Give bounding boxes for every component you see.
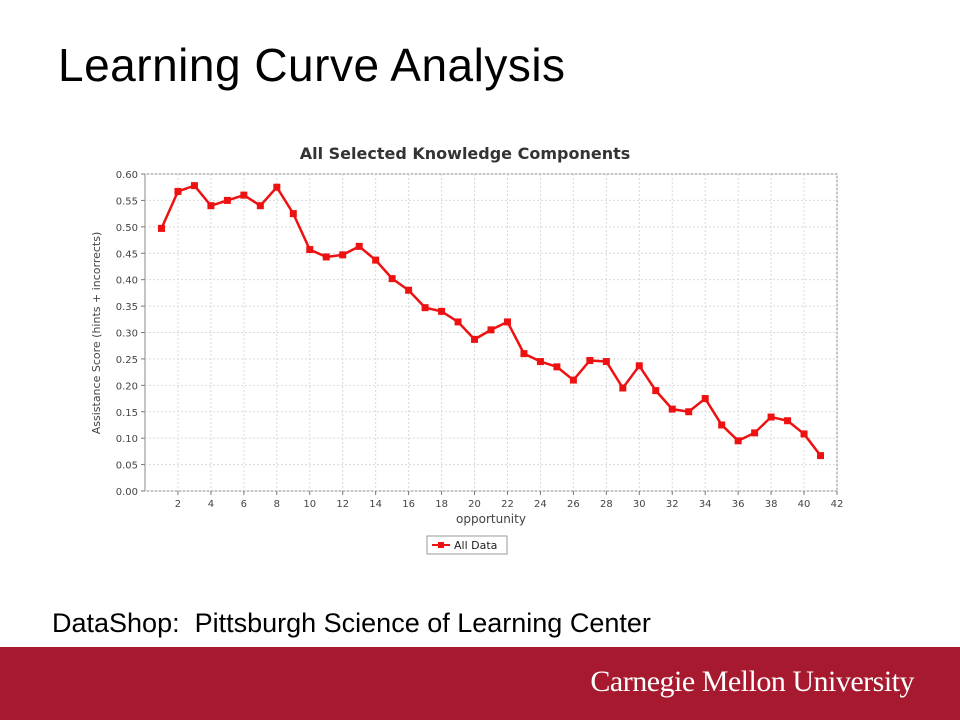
y-tick-label: 0.45 (116, 249, 138, 260)
x-tick-label: 6 (241, 499, 247, 510)
y-tick-label: 0.35 (116, 302, 138, 313)
data-point (718, 421, 726, 429)
x-tick-label: 10 (303, 499, 316, 510)
data-point (388, 275, 396, 283)
x-tick-label: 32 (666, 499, 679, 510)
legend-box (426, 535, 508, 555)
series-layer (157, 182, 825, 460)
chart-title: All Selected Knowledge Components (300, 144, 631, 163)
x-tick-label: 28 (600, 499, 613, 510)
data-point (751, 429, 759, 437)
slide-title: Learning Curve Analysis (58, 39, 566, 91)
x-tick-label: 34 (699, 499, 712, 510)
x-tick-label: 2 (175, 499, 181, 510)
axis-layer: 0.00 0.05 0.10 0.15 0.20 0.25 0.30 0.35 0.40 0.45… (116, 170, 844, 510)
x-tick-label: 16 (402, 499, 415, 510)
data-point (586, 357, 594, 365)
brand-wordmark: Carnegie Mellon University (590, 665, 914, 698)
data-point (471, 335, 479, 343)
x-tick-label: 26 (567, 499, 580, 510)
y-tick-label: 0.20 (116, 381, 138, 392)
data-point (520, 350, 528, 358)
x-tick-label: 18 (435, 499, 448, 510)
data-point (619, 384, 627, 392)
data-point (157, 224, 165, 232)
data-point (553, 363, 561, 371)
x-tick-label: 30 (633, 499, 646, 510)
legend: All Data (426, 535, 508, 555)
data-point (652, 387, 660, 395)
x-tick-label: 38 (765, 499, 778, 510)
x-tick-label: 42 (831, 499, 844, 510)
data-point (207, 202, 215, 210)
data-point (817, 452, 825, 460)
data-point (701, 395, 709, 403)
y-tick-label: 0.15 (116, 408, 138, 419)
x-tick-label: 4 (208, 499, 214, 510)
data-point (405, 286, 413, 294)
y-tick-label: 0.60 (116, 170, 138, 181)
y-tick-label: 0.50 (116, 223, 138, 234)
data-point (685, 408, 693, 416)
x-tick-label: 8 (274, 499, 280, 510)
y-axis-label: Assistance Score (hints + incorrects) (90, 232, 103, 435)
data-point (800, 430, 808, 438)
footer-bar: Carnegie Mellon University (0, 647, 960, 720)
legend-label: All Data (454, 539, 497, 552)
legend-swatch-marker (438, 542, 444, 548)
data-point (569, 376, 577, 384)
data-point (372, 256, 380, 264)
data-point (454, 318, 462, 326)
data-point (306, 246, 314, 254)
data-point (438, 307, 446, 315)
data-point (190, 182, 198, 190)
x-tick-label: 14 (369, 499, 382, 510)
x-tick-label: 22 (501, 499, 514, 510)
y-tick-label: 0.10 (116, 434, 138, 445)
data-point (784, 417, 792, 425)
y-tick-label: 0.25 (116, 355, 138, 366)
data-point (273, 183, 281, 191)
y-tick-label: 0.55 (116, 196, 138, 207)
caption: DataShop: Pittsburgh Science of Learning… (52, 608, 651, 638)
x-tick-label: 20 (468, 499, 481, 510)
data-point (322, 253, 330, 261)
data-point (602, 358, 610, 366)
y-tick-label: 0.40 (116, 276, 138, 287)
y-tick-label: 0.05 (116, 461, 138, 472)
x-tick-label: 40 (798, 499, 811, 510)
data-point (240, 191, 248, 199)
data-point (256, 202, 264, 210)
y-tick-label: 0.00 (116, 487, 138, 498)
data-point (734, 437, 742, 445)
data-point (421, 304, 429, 312)
data-point (635, 362, 643, 370)
data-point (668, 405, 676, 413)
data-point (289, 210, 297, 218)
learning-curve-chart: All Selected Knowledge Components 0.00 0.… (57, 128, 907, 556)
x-tick-label: 24 (534, 499, 547, 510)
x-axis-label: opportunity (456, 512, 526, 526)
data-point (355, 242, 363, 250)
data-point (503, 318, 511, 326)
data-point (339, 251, 347, 259)
grid-layer (145, 173, 838, 492)
data-point (487, 326, 495, 334)
data-point (174, 187, 182, 195)
y-tick-label: 0.30 (116, 329, 138, 340)
chart-svg: All Selected Knowledge Components 0.000.… (90, 144, 844, 555)
x-tick-label: 36 (732, 499, 745, 510)
data-point (767, 413, 775, 421)
data-point (536, 358, 544, 366)
data-point (223, 196, 231, 204)
x-tick-label: 12 (336, 499, 349, 510)
